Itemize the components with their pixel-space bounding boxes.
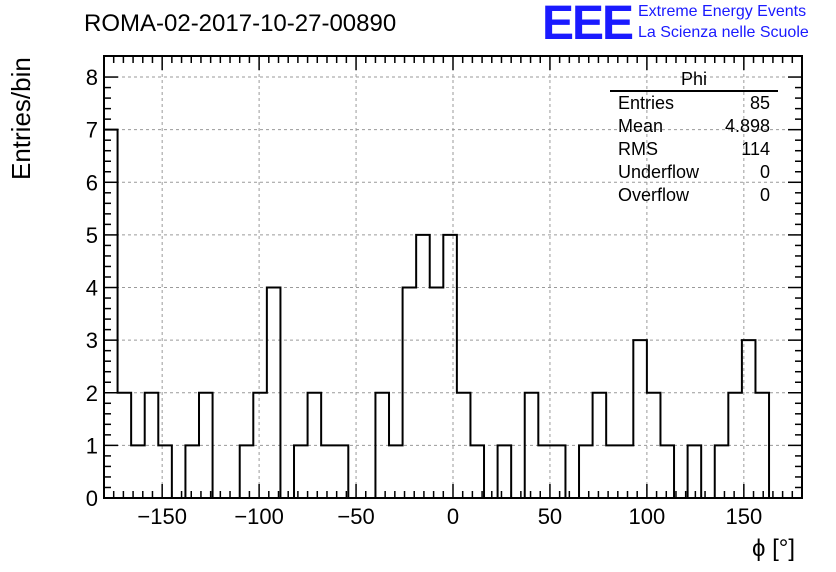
stats-row: Overflow 0 — [610, 184, 778, 207]
x-axis-label: ϕ [°] — [752, 535, 796, 562]
histogram-bin — [185, 445, 199, 498]
histogram-bin — [593, 393, 607, 498]
stats-value: 0 — [759, 185, 770, 205]
histogram-bin — [430, 288, 444, 498]
histogram-bin — [294, 445, 308, 498]
histogram-bin — [199, 393, 213, 498]
histogram-bin — [525, 393, 539, 498]
y-tick-label: 7 — [86, 118, 98, 143]
x-tick-label: 100 — [629, 504, 666, 529]
x-tick-label: 0 — [447, 504, 459, 529]
histogram-bin — [389, 445, 403, 498]
histogram-bin — [470, 445, 484, 498]
histogram-bin — [403, 288, 417, 498]
histogram-bin — [715, 445, 729, 498]
stats-row: Mean 4.898 — [610, 115, 778, 138]
histogram-outline — [103, 128, 783, 499]
x-tick-label: 50 — [538, 504, 562, 529]
stats-value: 0 — [759, 162, 770, 182]
histogram-bin — [742, 340, 756, 498]
histogram-bin — [688, 445, 702, 498]
histogram-bin — [457, 393, 471, 498]
y-tick-label: 0 — [86, 486, 98, 511]
chart-title: ROMA-02-2017-10-27-00890 — [84, 10, 397, 37]
histogram-bin — [253, 393, 267, 498]
histogram-bin — [606, 445, 620, 498]
histogram-bin — [104, 130, 118, 498]
stats-label: Entries — [618, 93, 675, 113]
y-tick-label: 6 — [86, 170, 98, 195]
y-tick-label: 2 — [86, 381, 98, 406]
histogram-bin — [240, 445, 254, 498]
y-tick-label: 3 — [86, 328, 98, 353]
stats-row: Entries 85 — [610, 92, 778, 115]
brand-logo: EEE — [542, 0, 634, 50]
ticks-layer — [104, 56, 802, 499]
bars-layer — [103, 128, 783, 499]
histogram-bin — [308, 393, 322, 498]
histogram-bin — [755, 393, 769, 498]
histogram-bin — [443, 235, 457, 498]
x-tick-label: −150 — [137, 504, 187, 529]
brand-line-2: La Scienza nelle Scuole — [638, 24, 809, 41]
histogram-bin — [552, 445, 566, 498]
histogram-bin — [728, 393, 742, 498]
stats-box: Phi Entries 85 Mean 4.898 RMS 114 Underflow… — [610, 68, 778, 207]
y-tick-label: 1 — [86, 433, 98, 458]
histogram-bin — [131, 445, 145, 498]
histogram-bin — [633, 340, 647, 498]
histogram-bin — [158, 445, 172, 498]
stats-label: RMS — [618, 139, 658, 159]
stats-title: Phi — [610, 68, 778, 92]
stats-value: 4.898 — [724, 116, 770, 136]
brand-line-1: Extreme Energy Events — [638, 3, 807, 20]
x-tick-label: −50 — [337, 504, 374, 529]
stats-row: Underflow 0 — [610, 161, 778, 184]
histogram-bin — [579, 445, 593, 498]
stats-label: Underflow — [618, 162, 700, 182]
stats-value: 85 — [749, 93, 770, 113]
stats-value: 114 — [741, 139, 770, 159]
histogram-bin — [118, 393, 132, 498]
y-tick-label: 4 — [86, 276, 98, 301]
x-tick-label: −100 — [234, 504, 284, 529]
histogram-bin — [620, 445, 634, 498]
histogram-bin — [416, 235, 430, 498]
histogram-bin — [647, 393, 661, 498]
stats-row: RMS 114 — [610, 138, 778, 161]
histogram-bin — [660, 445, 674, 498]
x-tick-label: 150 — [725, 504, 762, 529]
histogram-bin — [335, 445, 349, 498]
y-tick-label: 5 — [86, 223, 98, 248]
histogram-bin — [498, 445, 512, 498]
tick-labels-layer: −150 −100 −50 0 50 100 150 0 1 2 3 4 5 6 7 8 — [86, 65, 762, 529]
histogram-bin — [375, 393, 389, 498]
stats-label: Mean — [618, 116, 664, 136]
y-tick-label: 8 — [86, 65, 98, 90]
stats-label: Overflow — [618, 185, 690, 205]
histogram-bin — [321, 445, 335, 498]
histogram-bin — [267, 288, 281, 498]
y-axis-label: Entries/bin — [6, 57, 36, 180]
histogram-bin — [145, 393, 159, 498]
grid-layer — [104, 56, 802, 498]
